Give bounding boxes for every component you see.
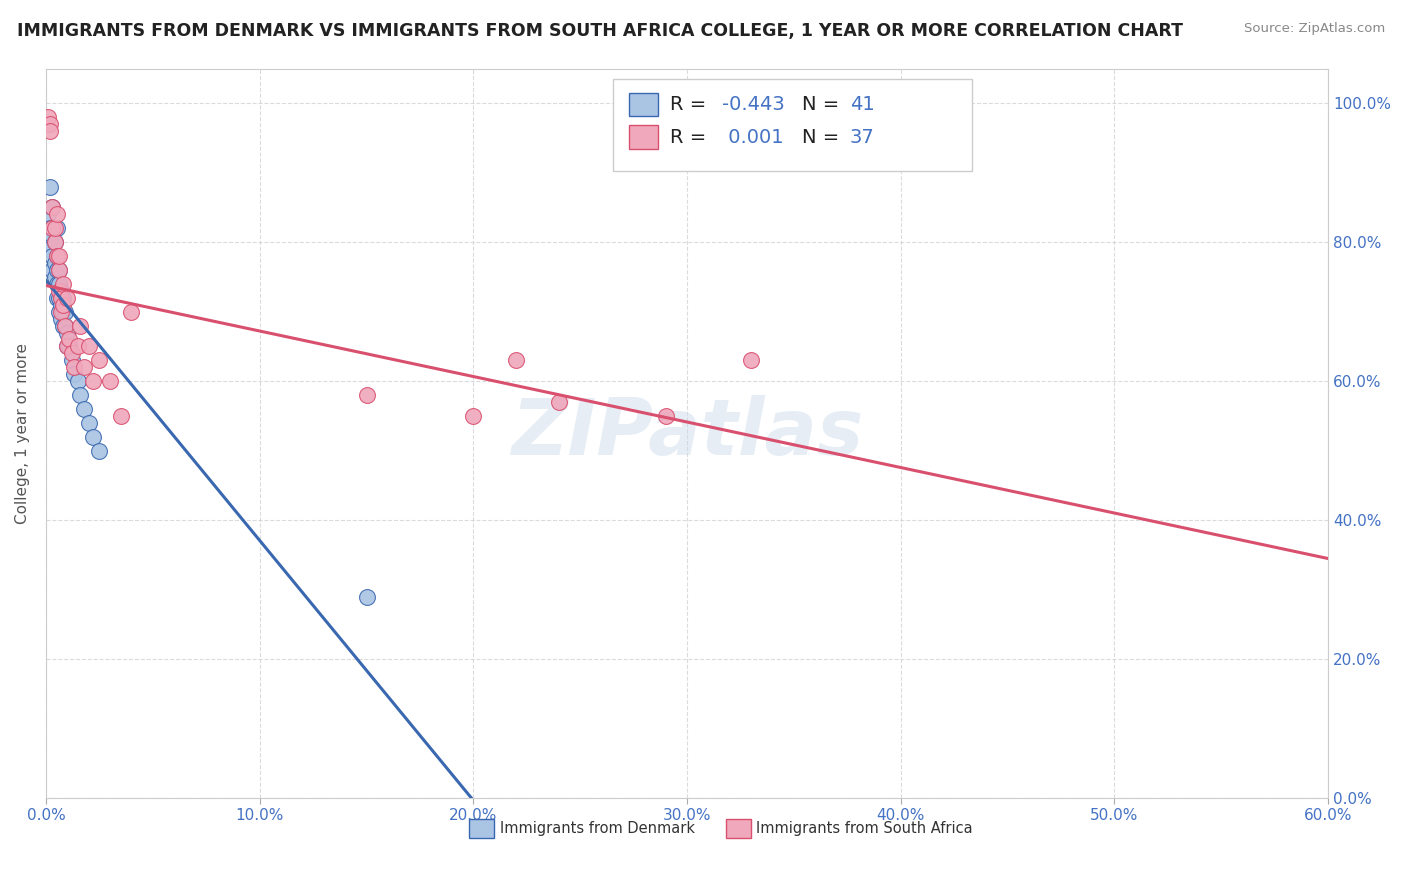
Point (60, 346, 83, 360)
Point (44, 235, 66, 250)
Point (48, 249, 70, 263)
Point (98, 374, 121, 388)
Point (77, 416, 100, 430)
FancyBboxPatch shape (630, 126, 658, 149)
FancyBboxPatch shape (613, 79, 972, 170)
Text: Immigrants from Denmark: Immigrants from Denmark (501, 821, 695, 836)
Point (37, 110, 59, 124)
Y-axis label: College, 1 year or more: College, 1 year or more (15, 343, 30, 524)
Text: R =: R = (671, 95, 713, 114)
Point (39, 242, 62, 256)
Point (73, 401, 96, 416)
Point (110, 409, 132, 423)
Text: ZIPatlas: ZIPatlas (510, 395, 863, 471)
Point (505, 353, 527, 368)
Point (39, 179, 62, 194)
Point (89, 353, 111, 368)
Text: -0.443: -0.443 (721, 95, 785, 114)
Point (45, 291, 67, 305)
Point (41, 221, 63, 235)
Point (89, 443, 111, 458)
Point (69, 318, 91, 333)
Text: R =: R = (671, 128, 713, 146)
Point (41, 201, 63, 215)
Point (44, 235, 66, 250)
Point (39, 124, 62, 138)
Point (48, 277, 70, 291)
Point (39, 117, 62, 131)
Point (60, 353, 83, 368)
Point (41, 263, 63, 277)
Point (654, 409, 676, 423)
Point (48, 263, 70, 277)
Point (52, 291, 75, 305)
Point (37, 207, 59, 221)
Point (120, 304, 142, 318)
Point (49, 298, 72, 312)
Point (44, 221, 66, 235)
Point (56, 339, 79, 353)
Point (52, 318, 75, 333)
Point (356, 590, 378, 604)
FancyBboxPatch shape (630, 93, 658, 116)
Point (56, 339, 79, 353)
Point (740, 353, 762, 368)
Point (58, 339, 80, 353)
Point (49, 304, 72, 318)
Point (62, 368, 84, 382)
Text: N =: N = (803, 95, 846, 114)
Point (45, 207, 67, 221)
Text: 37: 37 (849, 128, 875, 146)
Text: 0.001: 0.001 (721, 128, 783, 146)
Point (356, 388, 378, 402)
Point (56, 291, 79, 305)
Point (53, 304, 76, 318)
Point (58, 333, 80, 347)
Text: 41: 41 (849, 95, 875, 114)
Text: Source: ZipAtlas.com: Source: ZipAtlas.com (1244, 22, 1385, 36)
Point (53, 318, 76, 333)
Point (45, 249, 67, 263)
Point (48, 304, 70, 318)
Point (48, 284, 70, 298)
Point (45, 249, 67, 263)
Point (49, 284, 72, 298)
Text: Immigrants from South Africa: Immigrants from South Africa (756, 821, 973, 836)
Text: N =: N = (803, 128, 846, 146)
Point (52, 304, 75, 318)
Point (41, 228, 63, 243)
Point (49, 291, 72, 305)
Point (463, 409, 485, 423)
Point (48, 263, 70, 277)
Point (66, 339, 89, 353)
Point (52, 298, 75, 312)
Point (49, 311, 72, 326)
Point (37, 235, 59, 250)
Point (45, 221, 67, 235)
Point (44, 269, 66, 284)
Point (62, 360, 84, 375)
Point (82, 374, 104, 388)
Point (41, 201, 63, 215)
Point (547, 395, 569, 409)
Point (73, 360, 96, 375)
Point (45, 277, 67, 291)
Point (77, 339, 100, 353)
Point (45, 263, 67, 277)
Point (44, 256, 66, 270)
Point (52, 277, 75, 291)
Point (39, 221, 62, 235)
Point (66, 374, 89, 388)
Text: IMMIGRANTS FROM DENMARK VS IMMIGRANTS FROM SOUTH AFRICA COLLEGE, 1 YEAR OR MORE : IMMIGRANTS FROM DENMARK VS IMMIGRANTS FR… (17, 22, 1182, 40)
Point (69, 388, 91, 402)
Point (56, 326, 79, 340)
Point (48, 291, 70, 305)
Point (41, 249, 63, 263)
Point (82, 430, 104, 444)
Point (53, 318, 76, 333)
